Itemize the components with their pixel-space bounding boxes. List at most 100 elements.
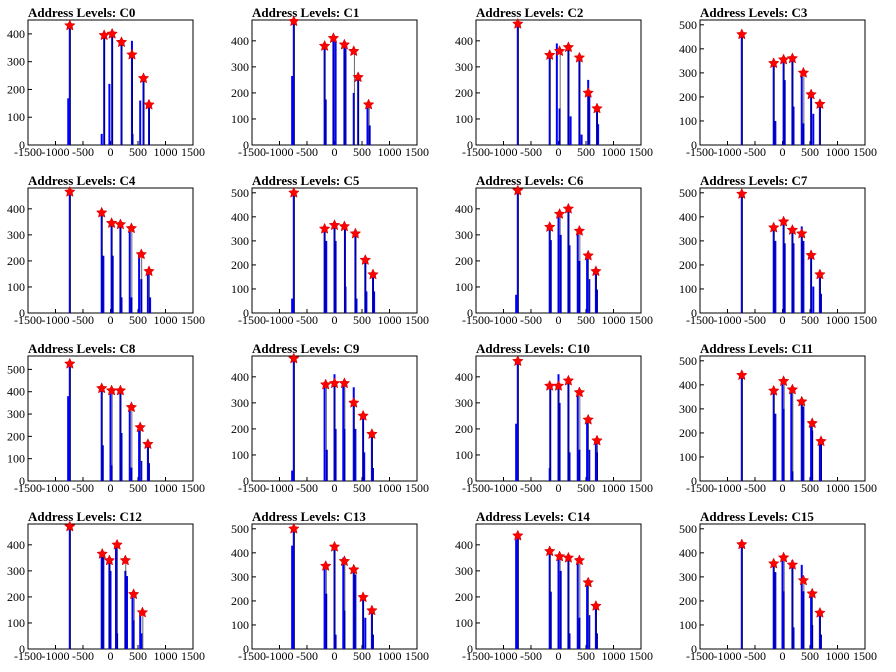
bar-spike [567,557,570,649]
y-tick-label: 500 [679,522,697,536]
x-tick-label: 0 [780,145,786,159]
peak-marker [347,563,360,575]
peak-marker [815,435,827,447]
bar-spike [344,48,347,146]
x-tick-label: 1500 [181,649,205,663]
peak-marker [582,86,595,98]
bar-spike [108,83,111,145]
bar-spike [772,62,775,145]
chart-title: Address Levels: C7 [700,173,808,188]
bar-spike [555,43,558,145]
peak-marker [767,221,780,233]
bar-spike [812,113,815,145]
bar-spike [586,255,589,313]
x-tick-label: -1000 [266,313,294,327]
x-tick-label: 500 [801,649,819,663]
bar-spike [362,415,365,481]
x-tick-label: 1500 [405,649,429,663]
x-tick-label: 1000 [154,481,178,495]
x-tick-label: 0 [556,313,562,327]
bar-spike [109,389,112,481]
bar-spike [146,443,149,481]
bar-spike [578,57,581,145]
peak-marker [105,384,118,396]
y-tick-label: 300 [679,234,697,248]
bar-spike [772,227,775,313]
bar-spike [100,212,103,313]
peak-marker [797,66,810,78]
peak-marker [63,357,76,369]
bar-spike [782,591,785,649]
plot-frame [699,19,866,146]
x-tick-label: 1500 [405,481,429,495]
bar-spike [138,427,141,481]
y-tick-label: 200 [231,422,249,436]
bar-spike [818,612,821,649]
bar-spike [352,569,355,649]
y-tick-label: 200 [231,86,249,100]
bar-spike [568,633,571,649]
y-tick-label: 200 [7,254,25,268]
y-tick-label: 300 [455,396,473,410]
x-tick-label: -1500 [238,649,266,663]
bar-spike [802,406,805,481]
x-tick-label: 0 [108,481,114,495]
peak-marker [114,384,127,396]
peak-marker [115,36,128,48]
x-tick-label: -500 [744,145,766,159]
x-tick-label: 0 [332,649,338,663]
y-tick-label: 0 [243,306,249,320]
bar-spike [102,255,105,313]
bar-spike [120,42,123,145]
bar-spike [594,271,597,313]
bar-spike [576,557,579,649]
x-tick-label: 0 [556,481,562,495]
peak-marker [806,417,819,429]
bar-spike [131,594,134,649]
x-tick-label: -1500 [238,145,266,159]
bar-spike [791,560,794,649]
bar-spike [740,192,743,313]
bar-spike [370,610,373,649]
bar-spike [357,77,360,145]
peak-marker [327,32,340,44]
bar-spike [782,60,785,145]
y-tick-label: 0 [691,306,697,320]
y-tick-label: 0 [467,474,473,488]
x-tick-label: -1000 [42,481,70,495]
bar-spike [100,133,103,145]
x-tick-label: -500 [296,145,318,159]
bar-spike [323,384,326,481]
x-tick-label: 1000 [378,481,402,495]
chart-title: Address Levels: C9 [252,341,360,356]
bar-spike [111,33,114,146]
x-tick-label: -500 [744,649,766,663]
y-tick-label: 0 [19,474,25,488]
x-tick-label: 0 [332,313,338,327]
peak-marker [114,218,127,230]
bar-spike [325,240,328,313]
bar-spike [132,620,135,649]
chart-panel-c13: Address Levels: C13 0 100 200 300 400 500 -1500… [231,509,429,663]
peak-marker [735,538,748,550]
x-tick-label: 1500 [629,145,653,159]
x-tick-label: 500 [353,649,371,663]
bar-spike [139,100,142,145]
peak-marker [357,409,369,421]
y-tick-label: 400 [679,546,697,560]
chart-title: Address Levels: C14 [476,509,590,524]
chart-panel-c8: Address Levels: C80100200300400500-1500-… [7,341,205,495]
x-tick-label: 0 [780,313,786,327]
x-tick-label: 1500 [629,649,653,663]
peak-marker [786,383,799,395]
x-tick-label: 1500 [853,649,877,663]
bar-spike [557,215,560,313]
x-tick-label: 1500 [853,481,877,495]
peak-marker [805,88,817,100]
x-tick-label: -1000 [266,649,294,663]
y-tick-label: 500 [231,186,249,200]
x-tick-label: 500 [353,145,371,159]
bar-spike [365,291,368,313]
bar-spike [578,449,581,481]
